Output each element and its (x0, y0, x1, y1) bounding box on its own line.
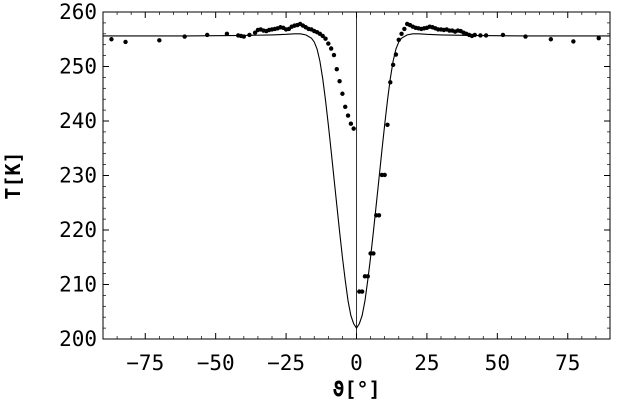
x-axis-title: ϑ[°] (332, 377, 380, 401)
y-tick-label: 230 (59, 164, 97, 188)
x-axis-label: ϑ[°] (332, 377, 380, 401)
data-point (345, 113, 351, 118)
y-tick-label: 200 (59, 327, 97, 351)
y-axis-ticks: 200 210 220 230 240 250 260 (59, 0, 610, 351)
model-curve (103, 33, 610, 330)
y-tick-label: 240 (59, 109, 97, 133)
data-point (328, 46, 334, 51)
data-point (205, 32, 210, 38)
y-tick-label: 210 (59, 273, 97, 297)
x-tick-label: 75 (555, 351, 580, 375)
x-tick-label: −25 (267, 351, 305, 375)
data-point (340, 91, 345, 96)
x-tick-label: −75 (126, 351, 164, 375)
y-tick-label: 220 (59, 218, 97, 242)
data-point (323, 36, 328, 41)
data-point (385, 122, 390, 128)
x-tick-label: 25 (414, 351, 439, 375)
data-point (326, 41, 331, 46)
data-point (399, 31, 404, 36)
y-tick-label: 250 (59, 55, 97, 79)
data-point (402, 26, 407, 32)
data-point (224, 31, 230, 36)
data-point (348, 121, 354, 126)
x-tick-label: 0 (350, 351, 363, 375)
data-point (334, 67, 339, 72)
data-layer (103, 21, 610, 330)
data-point (500, 32, 506, 38)
data-point (343, 104, 348, 110)
data-point (320, 33, 325, 39)
y-tick-label: 260 (59, 0, 97, 24)
data-point (157, 38, 162, 43)
data-point (351, 126, 356, 131)
data-point (472, 32, 477, 38)
data-point (359, 289, 365, 294)
data-point (109, 37, 114, 42)
data-point (548, 37, 554, 42)
data-point (571, 39, 576, 44)
x-axis-ticks: −75 −50 −25 0 25 50 75 (102, 12, 611, 375)
x-tick-label: −50 (197, 351, 235, 375)
x-tick-label: 50 (485, 351, 510, 375)
y-axis-label: T[K] (1, 151, 25, 199)
data-point (337, 79, 342, 84)
data-point (371, 251, 376, 256)
data-point (596, 35, 601, 41)
data-point (382, 172, 387, 178)
y-axis-title: T[K] (1, 151, 25, 199)
data-point (376, 213, 382, 218)
data-point (123, 39, 128, 45)
data-point (331, 52, 337, 58)
data-point (252, 30, 258, 35)
